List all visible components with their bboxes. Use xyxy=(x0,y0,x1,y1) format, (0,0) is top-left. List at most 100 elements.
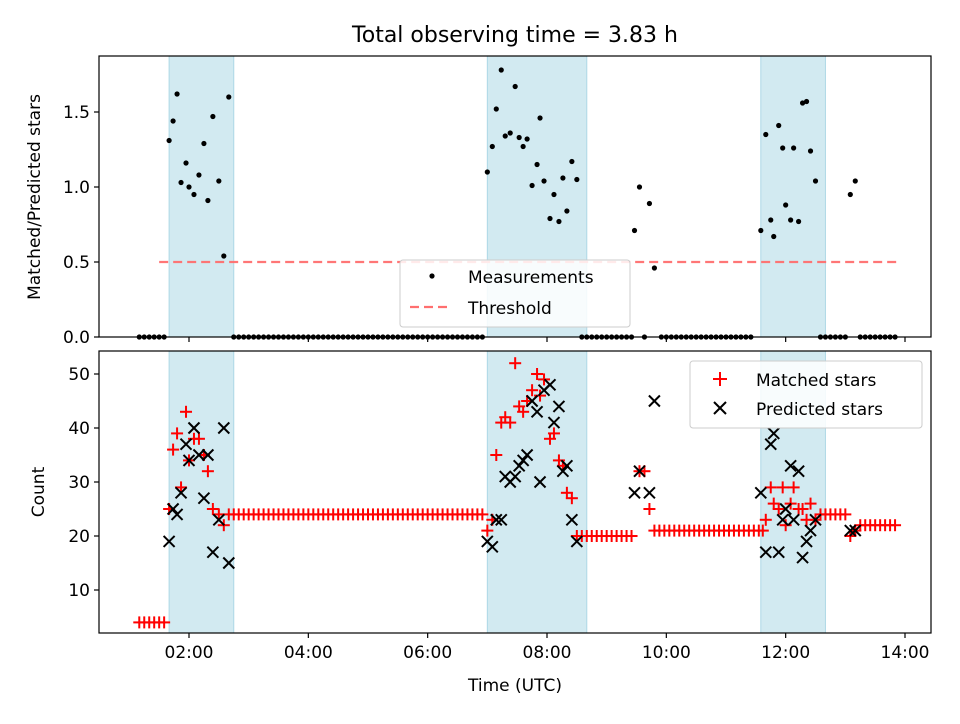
measurement-point xyxy=(783,202,789,208)
measurement-point xyxy=(166,137,172,144)
matched-star-marker xyxy=(517,405,530,418)
top-y-axis-label: Matched/Predicted stars xyxy=(25,94,45,300)
x-tick-label: 08:00 xyxy=(523,643,572,663)
matched-star-marker xyxy=(625,530,638,542)
bottom-x-ticks: 02:00 04:00 06:00 08:00 10:00 12:00 14:00 xyxy=(165,633,930,663)
measurement-point xyxy=(574,176,580,183)
predicted-star-marker xyxy=(533,475,547,489)
predicted-star-marker xyxy=(560,459,574,473)
predicted-star-marker xyxy=(754,486,768,500)
measurement-point xyxy=(529,182,535,189)
measurement-point xyxy=(556,218,562,225)
measurement-point xyxy=(183,160,189,166)
predicted-star-marker xyxy=(490,513,503,527)
matched-star-marker xyxy=(167,443,180,456)
figure-title: Total observing time = 3.83 h xyxy=(351,23,678,48)
predicted-star-marker xyxy=(174,486,188,500)
x-tick-label: 02:00 xyxy=(165,643,214,663)
measurement-point xyxy=(493,106,499,112)
matched-star-marker xyxy=(192,432,205,445)
predicted-star-marker xyxy=(570,535,584,548)
measurement-point xyxy=(221,253,227,259)
matched-star-marker xyxy=(538,373,551,386)
predicted-star-marker xyxy=(543,378,557,392)
y-tick-label: 20 xyxy=(68,527,90,547)
x-tick-label: 04:00 xyxy=(284,643,333,663)
predicted-star-marker xyxy=(633,464,646,478)
matched-star-marker xyxy=(171,427,184,440)
measurement-point xyxy=(502,133,508,139)
predicted-star-marker xyxy=(201,448,215,462)
measurement-point xyxy=(788,217,794,223)
measurement-point xyxy=(174,91,180,97)
predicted-star-marker xyxy=(787,513,800,527)
matched-star-marker xyxy=(158,616,171,629)
x-tick-label: 14:00 xyxy=(881,643,930,663)
predicted-star-marker xyxy=(643,486,656,500)
matched-stars-points xyxy=(133,357,902,629)
predicted-star-marker xyxy=(759,545,772,559)
legend-predicted-label: Predicted stars xyxy=(756,400,883,420)
predicted-star-marker xyxy=(767,427,780,440)
top-x-ticks xyxy=(188,337,906,342)
y-tick-label: 10 xyxy=(68,581,90,601)
y-tick-label: 40 xyxy=(68,419,90,439)
bottom-panel: 10 20 30 40 50 02:00 04:00 06:00 08:00 10:00 12:0… xyxy=(29,350,932,696)
matched-star-marker xyxy=(779,519,792,532)
measurement-point xyxy=(216,178,222,184)
measurement-point xyxy=(812,178,819,184)
measurement-point xyxy=(196,172,202,178)
bottom-legend-box xyxy=(689,360,923,429)
measurement-point xyxy=(520,143,526,150)
measurement-point xyxy=(651,265,658,271)
predicted-star-marker xyxy=(516,454,530,467)
predicted-star-marker xyxy=(844,524,857,537)
predicted-star-marker xyxy=(776,513,789,527)
legend-measurement-marker xyxy=(429,273,435,279)
matched-star-marker xyxy=(565,492,578,505)
matched-star-marker xyxy=(201,465,214,478)
top-legend: Measurements Threshold xyxy=(399,259,631,328)
measurement-point xyxy=(807,148,814,154)
matched-star-marker xyxy=(839,508,852,521)
x-tick-label: 06:00 xyxy=(403,643,452,663)
measurement-point xyxy=(763,131,769,138)
matched-star-marker xyxy=(206,503,219,515)
matched-star-marker xyxy=(764,481,777,494)
x-axis-label: Time (UTC) xyxy=(467,676,562,696)
top-panel: 0.0 0.5 1.0 1.5 Matched/Predicted stars Mea… xyxy=(25,55,932,348)
predicted-star-marker xyxy=(486,540,499,554)
legend-matched-label: Matched stars xyxy=(756,371,876,391)
predicted-star-marker xyxy=(162,535,176,548)
measurement-point xyxy=(201,140,207,147)
legend-measurements-label: Measurements xyxy=(468,268,594,288)
measurement-point xyxy=(191,191,197,198)
matched-star-marker xyxy=(180,405,193,418)
measurement-point xyxy=(569,158,575,165)
top-plot-frame xyxy=(98,55,932,338)
predicted-star-marker xyxy=(179,437,193,451)
predicted-star-marker xyxy=(628,486,641,500)
measurement-point xyxy=(852,178,858,184)
measurement-point xyxy=(512,83,518,90)
measurement-point xyxy=(541,178,547,184)
measurement-point xyxy=(560,175,566,181)
predicted-star-marker xyxy=(495,513,508,527)
bottom-y-axis-label: Count xyxy=(29,466,49,517)
top-legend-box xyxy=(399,259,631,328)
shaded-band-1 xyxy=(168,55,235,338)
legend-matched-marker xyxy=(713,372,727,386)
matched-star-marker xyxy=(490,449,503,461)
predicted-star-marker xyxy=(212,513,226,527)
measurement-point xyxy=(178,179,184,186)
bottom-plot-frame xyxy=(98,350,932,634)
measurement-point xyxy=(205,197,211,204)
predicted-star-marker xyxy=(508,470,522,483)
predicted-star-marker xyxy=(772,545,785,559)
measurement-point xyxy=(780,145,786,151)
matched-star-marker xyxy=(526,384,539,397)
y-tick-label: 0.0 xyxy=(63,328,90,348)
measurement-point xyxy=(776,122,782,129)
predicted-star-marker xyxy=(764,437,777,451)
